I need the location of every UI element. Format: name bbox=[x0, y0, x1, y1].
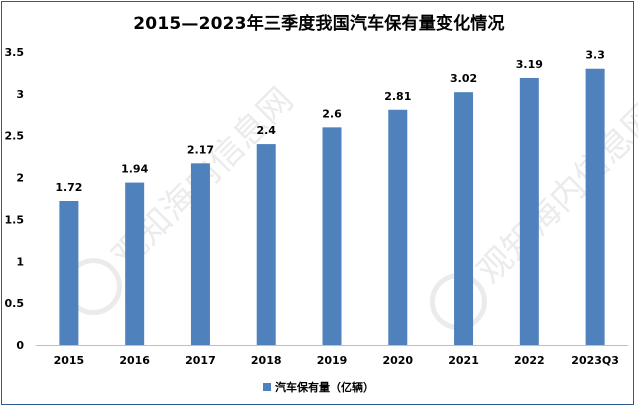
y-tick-label: 2 bbox=[16, 172, 24, 185]
y-tick-label: 2.5 bbox=[5, 130, 25, 143]
data-label: 2.17 bbox=[187, 143, 214, 156]
bar bbox=[519, 77, 539, 346]
bar bbox=[256, 144, 276, 345]
legend-label: 汽车保有量（亿辆） bbox=[275, 380, 374, 394]
y-tick-label: 3.5 bbox=[5, 46, 25, 59]
bar bbox=[454, 92, 474, 345]
x-tick-label: 2020 bbox=[382, 354, 413, 367]
y-tick-label: 1 bbox=[16, 255, 24, 268]
plot-area: 0 0.5 1 1.5 2 2.5 3 3.5 1.72 2015 1.94 2016 2.17 2017… bbox=[5, 46, 628, 394]
data-label: 3.02 bbox=[450, 72, 477, 85]
x-tick-label: 2018 bbox=[251, 354, 282, 367]
bar bbox=[388, 109, 408, 346]
legend-swatch bbox=[263, 383, 271, 391]
x-tick-label: 2015 bbox=[54, 354, 85, 367]
watermark-text-right: 观知海内信息网 bbox=[470, 95, 638, 292]
bar bbox=[59, 201, 79, 345]
data-label: 2.6 bbox=[322, 107, 342, 120]
y-tick-label: 0.5 bbox=[5, 297, 25, 310]
x-tick-label: 2023Q3 bbox=[571, 354, 619, 367]
data-label: 2.4 bbox=[256, 124, 276, 137]
data-label: 3.19 bbox=[516, 58, 543, 71]
data-label: 2.81 bbox=[384, 90, 411, 103]
x-tick-label: 2019 bbox=[317, 354, 348, 367]
x-tick-label: 2017 bbox=[185, 354, 216, 367]
bar bbox=[190, 163, 210, 345]
data-label: 1.94 bbox=[121, 163, 148, 176]
data-label: 1.72 bbox=[55, 181, 82, 194]
y-tick-label: 0 bbox=[16, 339, 24, 352]
y-tick-label: 3 bbox=[16, 88, 24, 101]
bar bbox=[322, 127, 342, 345]
y-tick-label: 1.5 bbox=[5, 213, 25, 226]
x-tick-label: 2021 bbox=[448, 354, 479, 367]
bar bbox=[585, 68, 605, 345]
chart-title: 2015—2023年三季度我国汽车保有量变化情况 bbox=[133, 14, 505, 34]
x-tick-label: 2016 bbox=[119, 354, 150, 367]
watermark-logo bbox=[429, 273, 487, 331]
data-label: 3.3 bbox=[585, 49, 605, 62]
bar bbox=[125, 182, 145, 345]
x-tick-label: 2022 bbox=[514, 354, 545, 367]
